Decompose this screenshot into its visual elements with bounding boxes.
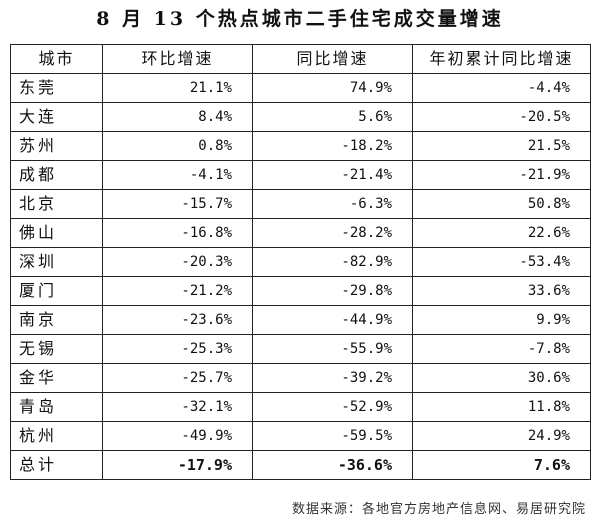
mom-cell: 0.8% — [102, 131, 253, 161]
header-city: 城市 — [10, 44, 103, 74]
table-row: 南京 -23.6% -44.9% 9.9% — [10, 305, 591, 335]
mom-cell: -20.3% — [102, 247, 253, 277]
city-cell: 东莞 — [10, 73, 103, 103]
city-cell: 杭州 — [10, 421, 103, 451]
mom-cell: -49.9% — [102, 421, 253, 451]
yoy-cell: -21.4% — [252, 160, 413, 190]
yoy-cell: -39.2% — [252, 363, 413, 393]
mom-cell: -16.8% — [102, 218, 253, 248]
yoy-cell: -55.9% — [252, 334, 413, 364]
city-cell: 苏州 — [10, 131, 103, 161]
yoy-cell: -6.3% — [252, 189, 413, 219]
header-row: 城市 环比增速 同比增速 年初累计同比增速 — [10, 44, 591, 74]
city-cell: 南京 — [10, 305, 103, 335]
table-row: 厦门 -21.2% -29.8% 33.6% — [10, 276, 591, 306]
ytd-cell: -21.9% — [412, 160, 591, 190]
city-cell: 无锡 — [10, 334, 103, 364]
mom-cell: -15.7% — [102, 189, 253, 219]
yoy-cell: 74.9% — [252, 73, 413, 103]
total-row: 总计 -17.9% -36.6% 7.6% — [10, 450, 591, 480]
ytd-cell: 21.5% — [412, 131, 591, 161]
yoy-cell: 5.6% — [252, 102, 413, 132]
ytd-cell: -7.8% — [412, 334, 591, 364]
yoy-cell: -52.9% — [252, 392, 413, 422]
table-row: 北京 -15.7% -6.3% 50.8% — [10, 189, 591, 219]
total-yoy-cell: -36.6% — [252, 450, 413, 480]
yoy-cell: -28.2% — [252, 218, 413, 248]
mom-cell: -4.1% — [102, 160, 253, 190]
total-mom-cell: -17.9% — [102, 450, 253, 480]
city-cell: 佛山 — [10, 218, 103, 248]
table-row: 无锡 -25.3% -55.9% -7.8% — [10, 334, 591, 364]
city-cell: 北京 — [10, 189, 103, 219]
header-yoy: 同比增速 — [252, 44, 413, 74]
table-row: 青岛 -32.1% -52.9% 11.8% — [10, 392, 591, 422]
yoy-cell: -82.9% — [252, 247, 413, 277]
header-ytd: 年初累计同比增速 — [412, 44, 591, 74]
data-source-note: 数据来源：各地官方房地产信息网、易居研究院 — [291, 502, 586, 517]
yoy-cell: -44.9% — [252, 305, 413, 335]
ytd-cell: 33.6% — [412, 276, 591, 306]
table-row: 东莞 21.1% 74.9% -4.4% — [10, 73, 591, 103]
table-row: 佛山 -16.8% -28.2% 22.6% — [10, 218, 591, 248]
city-cell: 成都 — [10, 160, 103, 190]
data-table: 城市 环比增速 同比增速 年初累计同比增速 东莞 21.1% 74.9% -4.… — [10, 44, 591, 480]
mom-cell: -21.2% — [102, 276, 253, 306]
yoy-cell: -18.2% — [252, 131, 413, 161]
table-row: 深圳 -20.3% -82.9% -53.4% — [10, 247, 591, 277]
total-label: 总计 — [10, 450, 103, 480]
total-ytd-cell: 7.6% — [412, 450, 591, 480]
city-cell: 青岛 — [10, 392, 103, 422]
ytd-cell: 50.8% — [412, 189, 591, 219]
mom-cell: 8.4% — [102, 102, 253, 132]
header-mom: 环比增速 — [102, 44, 253, 74]
ytd-cell: -53.4% — [412, 247, 591, 277]
city-cell: 厦门 — [10, 276, 103, 306]
table-row: 杭州 -49.9% -59.5% 24.9% — [10, 421, 591, 451]
ytd-cell: 24.9% — [412, 421, 591, 451]
city-cell: 深圳 — [10, 247, 103, 277]
city-cell: 大连 — [10, 102, 103, 132]
mom-cell: -25.7% — [102, 363, 253, 393]
table-row: 金华 -25.7% -39.2% 30.6% — [10, 363, 591, 393]
yoy-cell: -29.8% — [252, 276, 413, 306]
mom-cell: -32.1% — [102, 392, 253, 422]
ytd-cell: 22.6% — [412, 218, 591, 248]
table-title: 8 月 13 个热点城市二手住宅成交量增速 — [96, 8, 504, 30]
table-row: 苏州 0.8% -18.2% 21.5% — [10, 131, 591, 161]
mom-cell: -25.3% — [102, 334, 253, 364]
yoy-cell: -59.5% — [252, 421, 413, 451]
table-row: 成都 -4.1% -21.4% -21.9% — [10, 160, 591, 190]
table-row: 大连 8.4% 5.6% -20.5% — [10, 102, 591, 132]
mom-cell: -23.6% — [102, 305, 253, 335]
ytd-cell: 11.8% — [412, 392, 591, 422]
mom-cell: 21.1% — [102, 73, 253, 103]
ytd-cell: -4.4% — [412, 73, 591, 103]
ytd-cell: 9.9% — [412, 305, 591, 335]
ytd-cell: 30.6% — [412, 363, 591, 393]
ytd-cell: -20.5% — [412, 102, 591, 132]
city-cell: 金华 — [10, 363, 103, 393]
